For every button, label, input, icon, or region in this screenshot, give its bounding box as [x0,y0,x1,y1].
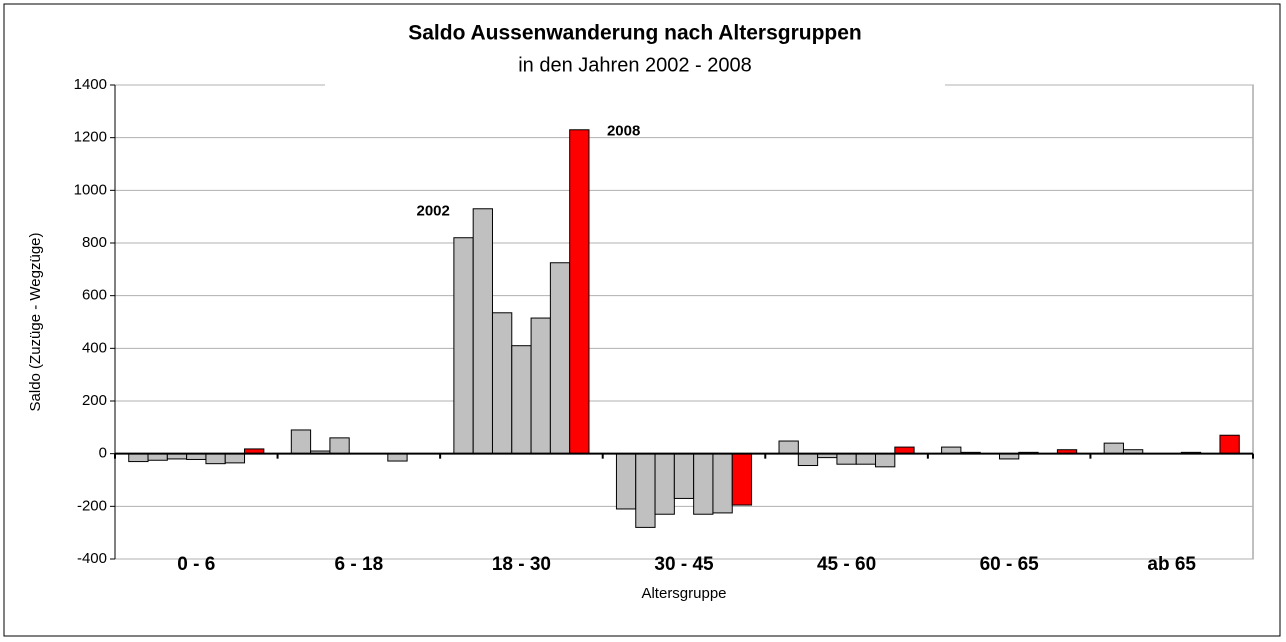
bar [329,437,350,455]
y-tick-label: 1200 [74,129,107,146]
plot-area: -400 -200 0 200 400 600 800 1000 1200 1400 0 - 6 6 … [74,76,1254,575]
y-tick-label: 1400 [74,76,107,93]
bar [778,440,799,455]
bar [549,262,571,455]
y-tick-label: 800 [82,234,107,251]
bar [224,453,246,464]
bar [654,453,675,515]
bar [635,453,656,528]
y-tick-label: 600 [82,287,107,304]
x-tick-label: 0 - 6 [177,554,215,575]
chart-title: Saldo Aussenwanderung nach Altersgruppen [408,22,862,45]
bar [569,129,590,455]
y-tick-label: 200 [82,392,107,409]
chart-subtitle: in den Jahren 2002 - 2008 [518,54,752,76]
bar [1103,442,1124,455]
bar [511,345,532,455]
y-axis-label: Saldo (Zuzüge - Wegzüge) [27,233,44,412]
bar [693,453,714,515]
x-tick-label: 60 - 65 [980,554,1040,575]
bar [797,453,819,467]
title-background [325,15,945,87]
bar [128,453,149,463]
bar [712,453,733,514]
y-tick-label: -200 [77,497,107,514]
bar [472,208,493,455]
bar [491,312,513,455]
x-tick-label: 45 - 60 [817,554,876,575]
bar [387,453,408,462]
bar [530,317,551,455]
bar [836,453,857,465]
x-tick-label: 18 - 30 [492,554,551,575]
bar [855,453,877,465]
y-tick-label: 400 [82,339,107,356]
bar [731,453,753,506]
annotation: 2002 [417,203,450,220]
bar [290,429,312,455]
y-tick-label: 0 [99,445,107,462]
y-tick-label: 1000 [74,181,107,198]
bar [875,453,896,468]
x-tick-label: 6 - 18 [335,554,384,575]
y-tick-label: -400 [77,550,107,567]
bar [205,453,226,465]
bar [673,453,695,499]
annotation: 2008 [607,123,640,140]
bar [1219,434,1240,455]
bar [453,237,474,455]
x-tick-label: ab 65 [1147,554,1196,575]
x-tick-label: 30 - 45 [654,554,714,575]
x-axis-label: Altersgruppe [641,585,726,602]
bar [615,453,637,510]
